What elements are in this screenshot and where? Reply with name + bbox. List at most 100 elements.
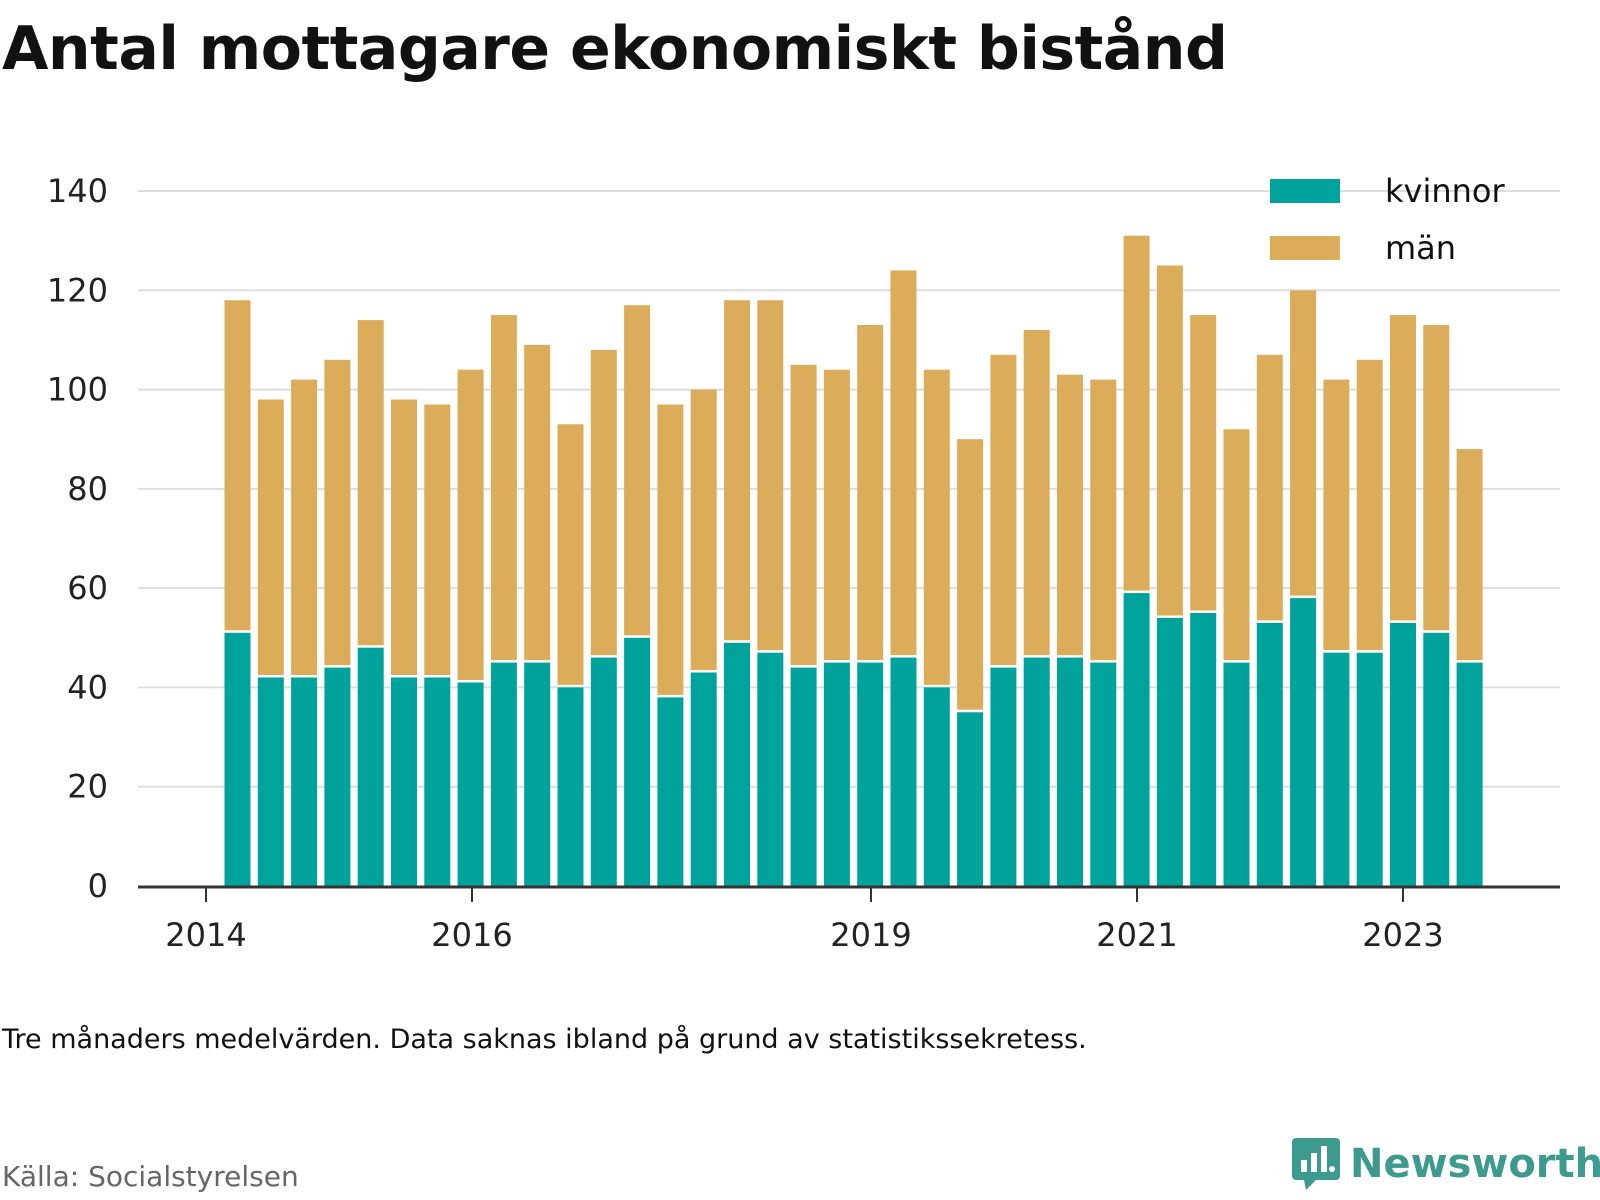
bar-kvinnor xyxy=(857,662,884,886)
y-tick-label: 60 xyxy=(67,569,108,607)
y-tick-label: 140 xyxy=(47,172,108,210)
brand-logo: Newsworthy xyxy=(1292,1138,1600,1190)
bar-kvinnor xyxy=(990,667,1017,886)
bar-man xyxy=(391,399,417,675)
y-tick-label: 120 xyxy=(47,271,108,309)
legend-swatch-man xyxy=(1270,236,1340,260)
bar-man xyxy=(1123,235,1150,591)
bar-kvinnor xyxy=(790,667,817,886)
bar-kvinnor xyxy=(890,657,917,886)
bar-kvinnor xyxy=(457,682,484,886)
bar-kvinnor xyxy=(1190,613,1217,886)
chart-note: Tre månaders medelvärden. Data saknas ib… xyxy=(2,1024,1087,1055)
y-tick-label: 40 xyxy=(67,668,108,706)
bar-kvinnor xyxy=(391,677,417,886)
bar-man xyxy=(1190,315,1217,611)
bar-kvinnor xyxy=(291,677,318,886)
legend-swatch-kvinnor xyxy=(1270,179,1340,203)
x-tick-label: 2016 xyxy=(431,916,512,954)
bar-kvinnor xyxy=(757,652,784,886)
bar-man xyxy=(1223,429,1250,661)
bar-kvinnor xyxy=(657,697,684,886)
bars xyxy=(224,235,1483,887)
y-tick-label: 20 xyxy=(67,768,108,806)
x-tick-label: 2023 xyxy=(1362,916,1443,954)
bar-kvinnor xyxy=(923,687,950,886)
bar-man xyxy=(1256,354,1283,621)
bar-kvinnor xyxy=(1023,657,1050,886)
bar-man xyxy=(324,359,351,666)
newsworthy-logo-icon xyxy=(1292,1138,1340,1190)
bar-man xyxy=(224,300,251,631)
bar-man xyxy=(1057,374,1083,656)
bar-man xyxy=(624,305,651,636)
source-credit: Källa: Socialstyrelsen xyxy=(2,1160,299,1193)
bar-man xyxy=(557,424,584,685)
bar-man xyxy=(524,344,551,661)
bar-kvinnor xyxy=(557,687,584,886)
bar-man xyxy=(857,325,884,661)
bar-man xyxy=(1156,265,1183,616)
bar-man xyxy=(291,379,318,675)
chart-title: Antal mottagare ekonomiskt bistånd xyxy=(2,14,1228,84)
bar-kvinnor xyxy=(1156,617,1183,886)
bar-kvinnor xyxy=(1423,632,1450,886)
bar-kvinnor xyxy=(257,677,284,886)
bar-man xyxy=(990,354,1017,666)
legend-label-man: män xyxy=(1385,229,1456,267)
bar-man xyxy=(1456,449,1483,661)
bar-man xyxy=(1390,315,1416,621)
bar-kvinnor xyxy=(624,637,651,886)
bar-man xyxy=(1290,290,1317,596)
bar-kvinnor xyxy=(424,677,451,886)
bar-kvinnor xyxy=(1057,657,1083,886)
bar-kvinnor xyxy=(823,662,850,886)
bar-man xyxy=(1423,325,1450,631)
y-axis-ticks: 0 20 40 60 80 100 120 140 xyxy=(47,172,108,905)
x-tick-label: 2019 xyxy=(830,916,911,954)
bar-kvinnor xyxy=(1323,652,1350,886)
bar-kvinnor xyxy=(1223,662,1250,886)
bar-man xyxy=(490,315,517,661)
bar-kvinnor xyxy=(224,632,251,886)
bar-kvinnor xyxy=(357,647,384,886)
bar-man xyxy=(890,270,917,656)
bar-man xyxy=(957,439,984,710)
bar-man xyxy=(790,364,817,666)
x-tick-label: 2021 xyxy=(1096,916,1177,954)
x-axis: 2014 2016 2019 2021 2023 xyxy=(138,885,1560,954)
bar-man xyxy=(724,300,750,641)
bar-man xyxy=(1323,379,1350,651)
bar-kvinnor xyxy=(957,712,984,887)
bar-man xyxy=(690,389,717,671)
y-tick-label: 100 xyxy=(47,371,108,409)
bar-kvinnor xyxy=(1390,622,1416,886)
bar-kvinnor xyxy=(1290,598,1317,886)
bar-kvinnor xyxy=(1356,652,1383,886)
bar-kvinnor xyxy=(590,657,617,886)
bar-kvinnor xyxy=(690,672,717,886)
bar-man xyxy=(424,404,451,675)
brand-name: Newsworthy xyxy=(1350,1141,1600,1187)
bar-kvinnor xyxy=(524,662,551,886)
bar-man xyxy=(757,300,784,651)
bar-kvinnor xyxy=(724,642,750,887)
bar-kvinnor xyxy=(1456,662,1483,886)
bar-kvinnor xyxy=(1256,622,1283,886)
bar-man xyxy=(823,369,850,661)
bar-kvinnor xyxy=(1090,662,1117,886)
bar-man xyxy=(657,404,684,695)
bar-man xyxy=(357,320,384,646)
legend-label-kvinnor: kvinnor xyxy=(1385,172,1506,210)
bar-man xyxy=(923,369,950,685)
bar-kvinnor xyxy=(324,667,351,886)
legend: kvinnor män xyxy=(1270,172,1506,267)
bar-kvinnor xyxy=(1123,593,1150,886)
bar-man xyxy=(457,369,484,680)
bar-man xyxy=(257,399,284,675)
bar-man xyxy=(1023,330,1050,656)
bar-man xyxy=(1356,359,1383,651)
x-tick-label: 2014 xyxy=(165,916,246,954)
bar-man xyxy=(1090,379,1117,661)
